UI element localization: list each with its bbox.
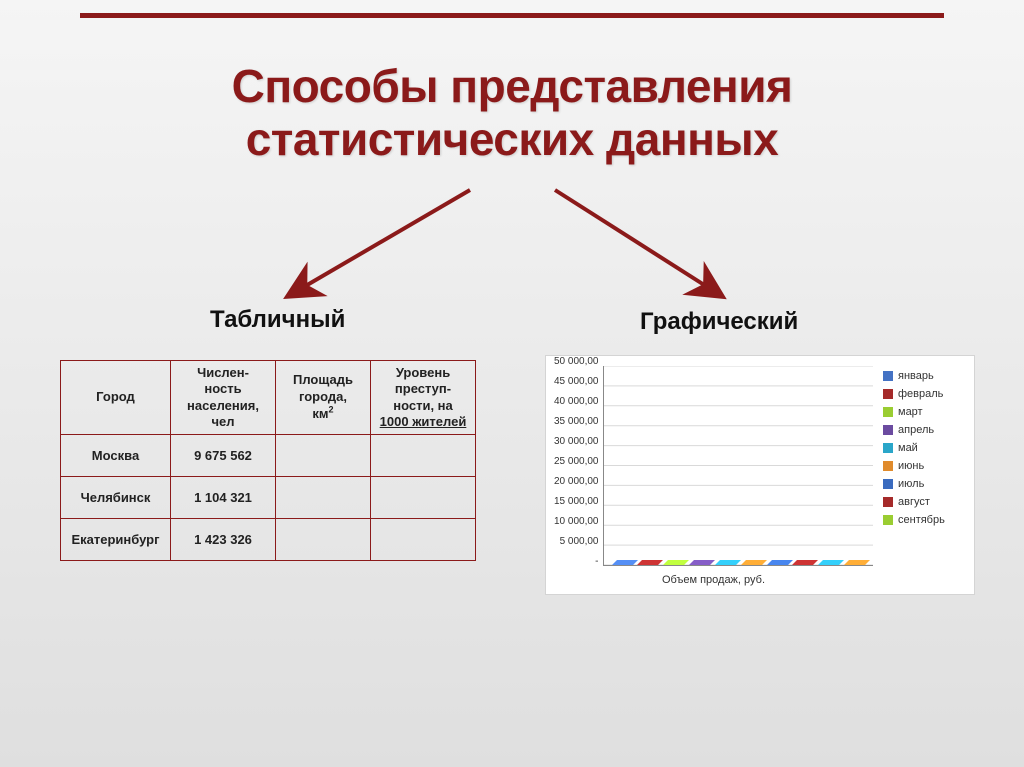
- cell-crime: [371, 519, 476, 561]
- legend-item: март: [883, 406, 968, 418]
- sales-chart: 50 000,0045 000,0040 000,0035 000,0030 0…: [545, 355, 975, 595]
- th-crime-text: Уровеньпреступ-ности, на1000 жителей: [380, 365, 467, 429]
- legend-item: июль: [883, 478, 968, 490]
- legend-item: февраль: [883, 388, 968, 400]
- cell-population: 9 675 562: [171, 435, 276, 477]
- title-line-1: Способы представления: [232, 60, 793, 112]
- legend-swatch: [883, 479, 893, 489]
- legend-item: апрель: [883, 424, 968, 436]
- legend-swatch: [883, 443, 893, 453]
- legend-label: март: [898, 406, 923, 418]
- legend-item: январь: [883, 370, 968, 382]
- table-row: Москва9 675 562: [61, 435, 476, 477]
- legend-label: сентябрь: [898, 514, 945, 526]
- legend-item: сентябрь: [883, 514, 968, 526]
- legend-label: август: [898, 496, 930, 508]
- th-crime: Уровеньпреступ-ности, на1000 жителей: [371, 361, 476, 435]
- th-area-text: Площадьгорода,км2: [293, 372, 353, 421]
- legend-label: июль: [898, 478, 924, 490]
- table-row: Челябинск1 104 321: [61, 477, 476, 519]
- arrow-left: [290, 190, 470, 295]
- legend-item: май: [883, 442, 968, 454]
- table-row: Екатеринбург1 423 326: [61, 519, 476, 561]
- legend-label: май: [898, 442, 918, 454]
- legend-swatch: [883, 407, 893, 417]
- data-table: Город Числен-ностьнаселения,чел Площадьг…: [60, 360, 476, 561]
- legend-swatch: [883, 389, 893, 399]
- cell-area: [276, 477, 371, 519]
- th-population-text: Числен-ностьнаселения,чел: [187, 365, 259, 429]
- cell-area: [276, 519, 371, 561]
- cell-population: 1 104 321: [171, 477, 276, 519]
- legend-swatch: [883, 371, 893, 381]
- legend-swatch: [883, 497, 893, 507]
- legend-item: июнь: [883, 460, 968, 472]
- legend-label: апрель: [898, 424, 934, 436]
- chart-legend: январь февраль март апрель май июнь июль август…: [873, 366, 968, 586]
- table-body: Москва9 675 562Челябинск1 104 321Екатери…: [61, 435, 476, 561]
- page-title: Способы представления статистических дан…: [0, 60, 1024, 166]
- cell-crime: [371, 435, 476, 477]
- branching-arrows: [0, 180, 1024, 320]
- subhead-graphical: Графический: [640, 308, 798, 336]
- cell-population: 1 423 326: [171, 519, 276, 561]
- chart-y-axis: 50 000,0045 000,0040 000,0035 000,0030 0…: [554, 366, 603, 566]
- legend-swatch: [883, 461, 893, 471]
- chart-plot-area: [603, 366, 874, 566]
- chart-x-title: Объем продаж, руб.: [554, 566, 873, 586]
- legend-swatch: [883, 425, 893, 435]
- top-accent-bar: [80, 13, 944, 18]
- cell-city: Челябинск: [61, 477, 171, 519]
- table-header-row: Город Числен-ностьнаселения,чел Площадьг…: [61, 361, 476, 435]
- cell-city: Москва: [61, 435, 171, 477]
- arrow-right: [555, 190, 720, 295]
- chart-bars: [604, 366, 874, 565]
- cell-crime: [371, 477, 476, 519]
- cell-city: Екатеринбург: [61, 519, 171, 561]
- th-city: Город: [61, 361, 171, 435]
- th-population: Числен-ностьнаселения,чел: [171, 361, 276, 435]
- legend-label: июнь: [898, 460, 924, 472]
- legend-item: август: [883, 496, 968, 508]
- legend-label: февраль: [898, 388, 943, 400]
- legend-swatch: [883, 515, 893, 525]
- th-area: Площадьгорода,км2: [276, 361, 371, 435]
- title-line-2: статистических данных: [246, 113, 779, 165]
- subhead-tabular: Табличный: [210, 306, 345, 334]
- cell-area: [276, 435, 371, 477]
- legend-label: январь: [898, 370, 934, 382]
